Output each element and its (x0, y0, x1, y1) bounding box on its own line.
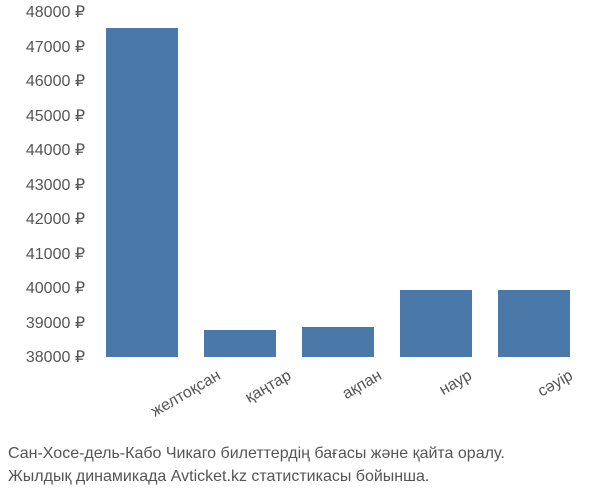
y-tick-label: 48000 ₽ (26, 2, 93, 22)
y-tick-label: 45000 ₽ (26, 106, 93, 126)
y-tick-label: 42000 ₽ (26, 209, 93, 229)
caption-line-1: Сан-Хосе-дель-Кабо Чикаго билеттердің ба… (8, 443, 600, 465)
bar (106, 28, 179, 357)
bar (204, 330, 277, 357)
y-tick-label: 41000 ₽ (26, 244, 93, 264)
y-tick-label: 38000 ₽ (26, 347, 93, 367)
x-tick-label: сәуір (535, 367, 576, 401)
y-tick-label: 47000 ₽ (26, 37, 93, 57)
caption-line-2: Жылдық динамикада Avticket.kz статистика… (8, 466, 600, 488)
price-chart: 38000 ₽ 39000 ₽ 40000 ₽ 41000 ₽ 42000 ₽ 43000… (0, 0, 600, 500)
x-tick-label: ақпан (340, 367, 386, 404)
plot-area: 38000 ₽39000 ₽40000 ₽41000 ₽42000 ₽43000… (92, 12, 583, 358)
y-tick-label: 46000 ₽ (26, 71, 93, 91)
bar (302, 327, 375, 357)
bar (498, 290, 571, 357)
x-tick-label: наур (437, 367, 476, 400)
x-tick-label: желтоқсан (148, 367, 224, 421)
x-tick-label: қаңтар (243, 367, 295, 407)
y-tick-label: 44000 ₽ (26, 140, 93, 160)
caption: Сан-Хосе-дель-Кабо Чикаго билеттердің ба… (0, 443, 600, 488)
bar (400, 290, 473, 357)
y-tick-label: 39000 ₽ (26, 313, 93, 333)
y-tick-label: 43000 ₽ (26, 175, 93, 195)
y-tick-label: 40000 ₽ (26, 278, 93, 298)
